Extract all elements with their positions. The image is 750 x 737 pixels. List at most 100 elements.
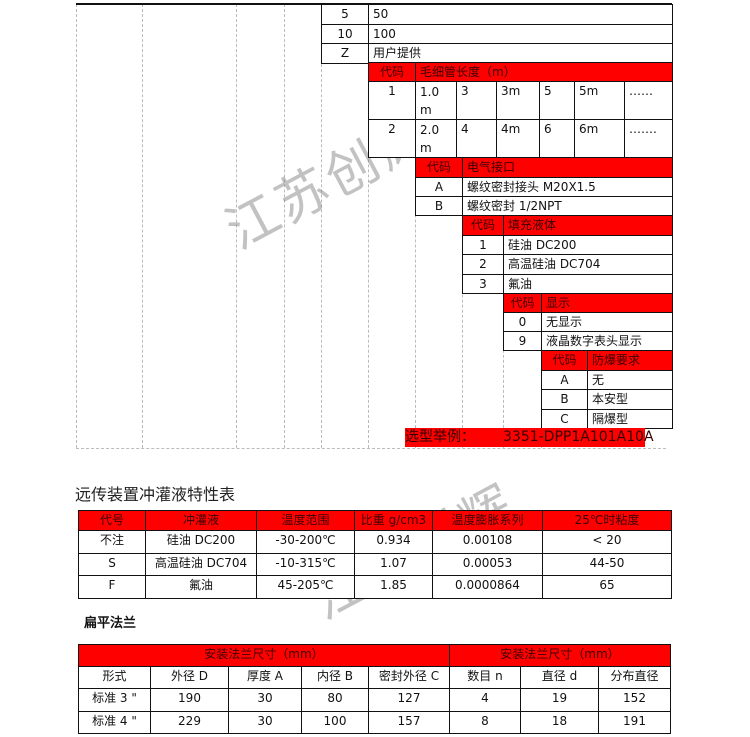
fill-fluid-table-cell: 1.07 — [354, 552, 433, 577]
fill-fluid-table-cell: S — [78, 552, 146, 577]
flange-header-cell: 外径 D — [150, 666, 229, 689]
explosion-cell: 无 — [587, 370, 673, 391]
dashed-guide — [321, 4, 322, 448]
selection-example: 选型举例： 3351-DPP1A101A10A — [405, 428, 654, 447]
explosion-cell: C — [541, 408, 588, 429]
capillary-cell: 2.0 m — [415, 119, 457, 158]
flange-table-cell: 100 — [301, 710, 369, 734]
fill-cell: 硅油 DC200 — [503, 235, 673, 256]
display-cell: 0 — [503, 312, 542, 332]
fill-fluid-table-cell: 不注 — [78, 530, 146, 554]
fill-cell: 1 — [462, 235, 504, 256]
flange-table-cell: 152 — [598, 688, 671, 712]
capillary-cell: 5m — [574, 81, 625, 120]
capillary-cell: 5 — [539, 81, 575, 120]
range-table-cell: Z — [321, 43, 369, 64]
flange-header-cell: 密封外径 C — [368, 666, 450, 689]
flange-table-cell: 4 — [449, 688, 521, 712]
fill-fluid-header-cell: 温度膨胀系列 — [432, 510, 543, 531]
display-header-cell: 代码 — [503, 293, 542, 313]
electrical-cell: A — [415, 177, 463, 197]
flange-table-cell: 127 — [368, 688, 450, 712]
fill-fluid-table-cell: 0.00053 — [432, 552, 543, 577]
flange-table-cell: 30 — [228, 710, 302, 734]
fill-header-cell: 代码 — [462, 215, 504, 236]
dashed-guide — [415, 4, 416, 448]
flange-table-cell: 19 — [520, 688, 599, 712]
capillary-cell: 6 — [539, 119, 575, 158]
dashed-guide — [368, 4, 369, 448]
display-cell: 无显示 — [541, 312, 673, 332]
capillary-cell: 1.0 m — [415, 81, 457, 120]
explosion-header-cell: 代码 — [541, 350, 588, 371]
capillary-cell: 1 — [368, 81, 416, 120]
fill-fluid-header-cell: 代号 — [78, 510, 146, 531]
fill-fluid-header-cell: 比重 g/cm3 — [354, 510, 433, 531]
range-table-cell: 100 — [368, 23, 673, 44]
flange-header-cell: 厚度 A — [228, 666, 302, 689]
fill-fluid-table-cell: F — [78, 575, 146, 600]
capillary-header-cell: 毛细管长度（m） — [415, 62, 673, 82]
electrical-cell: B — [415, 196, 463, 216]
fill-fluid-table-cell: 0.00108 — [432, 530, 543, 554]
flange-table-cell: 157 — [368, 710, 450, 734]
example-value: 3351-DPP1A101A10A — [503, 429, 654, 445]
capillary-cell: 4 — [456, 119, 497, 158]
display-cell: 9 — [503, 331, 542, 351]
fill-header-cell: 填充液体 — [503, 215, 673, 236]
explosion-cell: 隔爆型 — [587, 408, 673, 429]
flange-header-cell: 内径 B — [301, 666, 369, 689]
explosion-cell: 本安型 — [587, 389, 673, 410]
display-header-cell: 显示 — [541, 293, 673, 313]
example-label: 选型举例： — [405, 429, 475, 445]
flange-table-cell: 191 — [598, 710, 671, 734]
electrical-header-cell: 电气接口 — [462, 157, 673, 178]
flange-table-cell: 标准 3 " — [78, 688, 151, 712]
electrical-cell: 螺纹密封 1/2NPT — [462, 196, 673, 216]
capillary-cell: …… — [624, 81, 673, 120]
fill-fluid-header-cell: 冲灌液 — [145, 510, 257, 531]
fill-fluid-table-cell: < 20 — [542, 530, 672, 554]
explosion-cell: A — [541, 370, 588, 391]
flange-table-cell: 80 — [301, 688, 369, 712]
flange-table-cell: 190 — [150, 688, 229, 712]
fill-cell: 2 — [462, 254, 504, 275]
range-table-cell: 50 — [368, 4, 673, 25]
fill-fluid-header-cell: 温度范围 — [256, 510, 355, 531]
electrical-header-cell: 代码 — [415, 157, 463, 178]
capillary-cell: 3 — [456, 81, 497, 120]
display-cell: 液晶数字表头显示 — [541, 331, 673, 351]
fill-fluid-table-cell: 44-50 — [542, 552, 672, 577]
flange-group-header: 安装法兰尺寸（mm） — [78, 644, 450, 667]
fill-fluid-table-cell: 1.85 — [354, 575, 433, 600]
fill-fluid-table-cell: 65 — [542, 575, 672, 600]
capillary-cell: 2 — [368, 119, 416, 158]
capillary-cell: 4m — [496, 119, 540, 158]
dashed-guide — [236, 4, 237, 448]
flange-header-cell: 数目 n — [449, 666, 521, 689]
range-table-cell: 5 — [321, 4, 369, 25]
fill-cell: 高温硅油 DC704 — [503, 254, 673, 275]
dashed-guide — [142, 4, 143, 448]
fill-fluid-table-cell: 0.934 — [354, 530, 433, 554]
flange-table-cell: 229 — [150, 710, 229, 734]
fill-fluid-table-cell: -30-200℃ — [256, 530, 355, 554]
dashed-guide — [76, 4, 77, 448]
range-table-cell: 10 — [321, 23, 369, 44]
flange-table-cell: 30 — [228, 688, 302, 712]
fill-fluid-table-cell: 45-205℃ — [256, 575, 355, 600]
fill-fluid-table-cell: 0.0000864 — [432, 575, 543, 600]
range-table-cell: 用户提供 — [368, 43, 673, 64]
flange-header-cell: 分布直径 — [598, 666, 671, 689]
fill-fluid-table-title: 远传装置冲灌液特性表 — [75, 485, 236, 504]
flange-table-title: 扁平法兰 — [84, 616, 137, 631]
flange-header-cell: 形式 — [78, 666, 151, 689]
flange-group-header: 安装法兰尺寸（mm） — [449, 644, 671, 667]
fill-fluid-table-cell: 硅油 DC200 — [145, 530, 257, 554]
fill-fluid-table-cell: 高温硅油 DC704 — [145, 552, 257, 577]
fill-cell: 氟油 — [503, 273, 673, 294]
fill-fluid-table-cell: -10-315℃ — [256, 552, 355, 577]
capillary-cell: 3m — [496, 81, 540, 120]
capillary-cell: ……. — [624, 119, 673, 158]
flange-table-cell: 18 — [520, 710, 599, 734]
